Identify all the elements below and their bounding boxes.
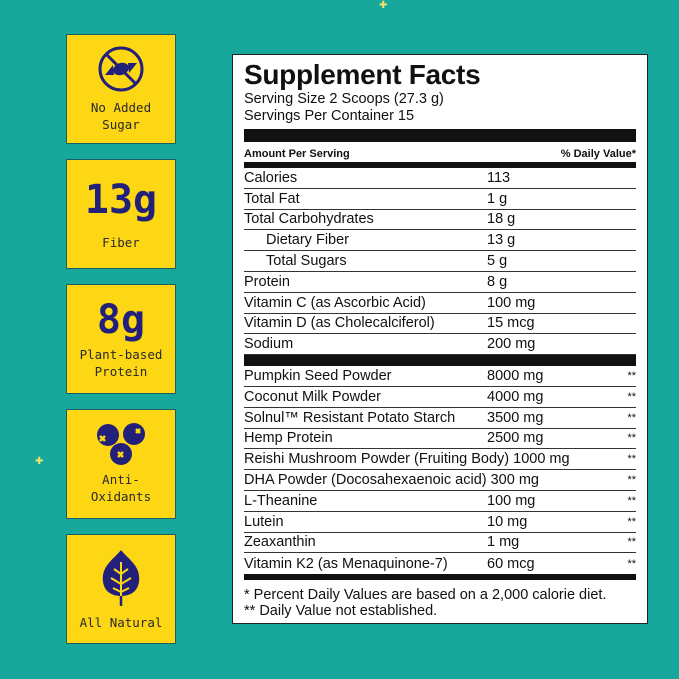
badge-all-natural: All Natural	[66, 534, 176, 644]
row-amount: 60 mcg	[487, 555, 535, 572]
supplement-facts-panel: Supplement Facts Serving Size 2 Scoops (…	[232, 54, 648, 624]
leaf-icon	[102, 549, 140, 606]
row-amount: 2500 mg	[487, 430, 544, 447]
badge-label: All Natural	[79, 614, 163, 630]
row-amount: 10 mg	[487, 513, 528, 530]
table-row: Sodium 200 mg	[244, 334, 636, 356]
badge-label: Sugar	[102, 117, 140, 132]
amount-header: Amount Per Serving	[244, 147, 350, 160]
badge-label: Anti-	[102, 472, 140, 487]
table-row: L-Theanine 100 mg **	[244, 491, 636, 512]
row-name: L-Theanine	[244, 492, 318, 509]
row-dv: **	[627, 432, 636, 445]
divider	[244, 129, 636, 142]
badge-label: Plant-based	[79, 347, 163, 362]
row-amount: 113	[487, 169, 511, 186]
table-row: Vitamin K2 (as Menaquinone-7) 60 mcg **	[244, 553, 636, 574]
row-name: Calories	[244, 169, 298, 186]
berries-icon	[97, 423, 145, 465]
table-row: DHA Powder (Docosahexaenoic acid) 300 mg…	[244, 470, 636, 491]
row-amount: 200 mg	[487, 336, 536, 353]
row-name: Solnul™ Resistant Potato Starch	[244, 409, 456, 426]
facts-header: Amount Per Serving % Daily Value*	[244, 142, 636, 168]
no-candy-icon	[98, 46, 144, 92]
row-name: Lutein	[244, 513, 284, 530]
divider	[244, 355, 636, 367]
table-row: Dietary Fiber 13 g	[244, 230, 636, 252]
row-dv: **	[627, 474, 636, 487]
row-amount: 4000 mg	[487, 388, 544, 405]
footnote: ** Daily Value not established.	[244, 603, 438, 620]
badge-value: 8g	[96, 297, 146, 343]
row-name: Hemp Protein	[244, 430, 333, 447]
footnotes: * Percent Daily Values are based on a 2,…	[244, 574, 636, 619]
row-amount: 1 mg	[487, 534, 520, 551]
table-row: Zeaxanthin 1 mg **	[244, 533, 636, 554]
badge-fiber: 13g Fiber	[66, 159, 176, 269]
row-dv: **	[627, 536, 636, 549]
table-row: Total Fat 1 g	[244, 189, 636, 210]
row-dv: **	[627, 515, 636, 528]
row-amount: 100 mg	[487, 492, 536, 509]
table-row: Lutein 10 mg **	[244, 512, 636, 533]
row-dv: **	[627, 370, 636, 383]
badge-label: Protein	[94, 364, 148, 379]
row-amount: 15 mcg	[487, 315, 535, 332]
row-name: Total Fat	[244, 190, 300, 207]
badge-value: 13g	[84, 176, 158, 223]
row-dv: **	[627, 494, 636, 507]
table-row: Reishi Mushroom Powder (Fruiting Body) 1…	[244, 449, 636, 471]
dv-header: % Daily Value*	[560, 147, 636, 160]
row-name: Reishi Mushroom Powder (Fruiting Body) 1…	[244, 451, 570, 468]
row-amount: 18 g	[487, 211, 516, 228]
row-amount: 8000 mg	[487, 368, 544, 385]
row-name: DHA Powder (Docosahexaenoic acid) 300 mg	[244, 472, 539, 489]
footnote: * Percent Daily Values are based on a 2,…	[244, 587, 607, 604]
row-name: Sodium	[244, 336, 294, 353]
row-amount: 1 g	[487, 190, 508, 207]
row-name: Dietary Fiber	[266, 232, 349, 249]
badge-protein: 8g Plant-based Protein	[66, 284, 176, 394]
row-dv: **	[627, 453, 636, 466]
table-row: Protein 8 g	[244, 272, 636, 293]
table-row: Calories 113	[244, 168, 636, 189]
row-name: Protein	[244, 273, 290, 290]
row-amount: 5 g	[487, 253, 508, 270]
row-name: Vitamin D (as Cholecalciferol)	[244, 315, 435, 332]
row-name: Vitamin C (as Ascorbic Acid)	[244, 294, 426, 311]
badge-label: Oxidants	[90, 489, 152, 504]
row-amount: 100 mg	[487, 294, 536, 311]
table-row: Hemp Protein 2500 mg **	[244, 429, 636, 450]
row-amount: 3500 mg	[487, 409, 544, 426]
row-amount: 8 g	[487, 273, 508, 290]
serving-size: Serving Size 2 Scoops (27.3 g)	[244, 91, 444, 107]
badge-antioxidants: Anti- Oxidants	[66, 409, 176, 519]
servings-per-container: Servings Per Container 15	[244, 108, 415, 124]
row-name: Coconut Milk Powder	[244, 388, 381, 405]
facts-title: Supplement Facts	[244, 59, 481, 90]
row-name: Total Carbohydrates	[244, 211, 374, 228]
row-amount: 13 g	[487, 232, 516, 249]
row-name: Vitamin K2 (as Menaquinone-7)	[244, 555, 448, 572]
row-name: Total Sugars	[266, 253, 347, 270]
table-row: Total Sugars 5 g	[244, 251, 636, 272]
row-dv: **	[627, 557, 636, 570]
row-name: Zeaxanthin	[244, 534, 316, 551]
ingredient-list: Pumpkin Seed Powder 8000 mg ** Coconut Milk…	[244, 366, 636, 574]
badge-label: Fiber	[102, 234, 140, 250]
badge-label: No Added	[90, 100, 152, 115]
table-row: Vitamin D (as Cholecalciferol) 15 mcg	[244, 314, 636, 335]
badge-no-added-sugar: No Added Sugar	[66, 34, 176, 144]
table-row: Pumpkin Seed Powder 8000 mg **	[244, 366, 636, 387]
nutrient-list: Calories 113 Total Fat 1 g Total Carbohydrat…	[244, 168, 636, 356]
table-row: Solnul™ Resistant Potato Starch 3500 mg **	[244, 408, 636, 429]
row-dv: **	[627, 411, 636, 424]
table-row: Coconut Milk Powder 4000 mg **	[244, 387, 636, 408]
sparkle-icon: ✚	[35, 456, 44, 467]
row-dv: **	[627, 390, 636, 403]
sparkle-icon: ✚	[379, 0, 388, 11]
table-row: Total Carbohydrates 18 g	[244, 210, 636, 231]
table-row: Vitamin C (as Ascorbic Acid) 100 mg	[244, 293, 636, 314]
row-name: Pumpkin Seed Powder	[244, 368, 392, 385]
